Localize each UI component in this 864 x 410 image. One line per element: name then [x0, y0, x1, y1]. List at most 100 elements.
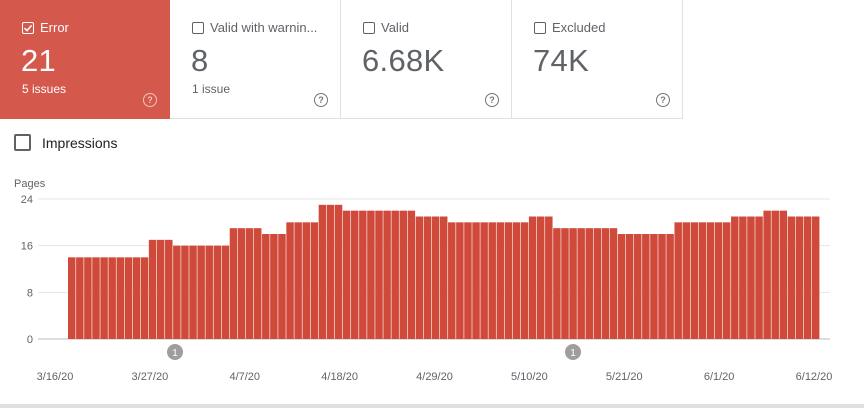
bar [399, 210, 408, 339]
annotation-label: 1 [172, 348, 178, 359]
help-icon[interactable]: ? [656, 93, 670, 107]
help-icon[interactable]: ? [314, 93, 328, 107]
bar [577, 228, 585, 339]
bar [545, 216, 553, 339]
bar [237, 228, 246, 339]
bar [148, 239, 157, 339]
bar [326, 204, 335, 339]
bar [601, 228, 610, 339]
card-error-count: 21 [21, 43, 57, 78]
card-valid[interactable]: Valid 6.68K ? [341, 0, 512, 119]
bar [722, 222, 731, 339]
card-warnings-label: Valid with warnin... [210, 20, 318, 35]
bar [221, 245, 230, 339]
bar [536, 216, 545, 339]
bar [310, 222, 319, 339]
card-error-label: Error [40, 20, 69, 35]
card-error[interactable]: Error 21 5 issues ? [0, 0, 170, 119]
bar [116, 257, 125, 339]
bottom-divider [0, 404, 864, 408]
impressions-label: Impressions [42, 135, 118, 151]
bar [351, 210, 359, 339]
y-tick-label: 8 [27, 287, 33, 299]
card-valid-with-warnings[interactable]: Valid with warnin... 8 1 issue ? [170, 0, 341, 119]
bar [439, 216, 448, 339]
help-icon[interactable]: ? [143, 93, 157, 107]
bar [100, 257, 108, 339]
bar [415, 216, 424, 339]
bar [771, 210, 779, 339]
help-icon[interactable]: ? [485, 93, 499, 107]
bar [423, 216, 432, 339]
bar [302, 222, 310, 339]
card-warnings-count: 8 [191, 43, 209, 78]
bar [197, 245, 205, 339]
y-axis-label: Pages [14, 178, 46, 190]
card-excluded-label: Excluded [552, 20, 606, 35]
annotation-label: 1 [570, 348, 576, 359]
x-tick-label: 4/29/20 [416, 371, 453, 383]
bar [747, 216, 755, 339]
bar [367, 210, 375, 339]
bar [286, 222, 294, 339]
bar [334, 204, 343, 339]
checkbox-excluded[interactable] [534, 22, 546, 34]
impressions-checkbox[interactable] [14, 134, 31, 151]
bar [132, 257, 141, 339]
bar [714, 222, 723, 339]
bar [520, 222, 529, 339]
bar [391, 210, 399, 339]
annotation-marker[interactable] [565, 344, 581, 360]
bar [342, 210, 351, 339]
bar [76, 257, 84, 339]
y-tick-label: 24 [21, 194, 33, 206]
bar [181, 245, 189, 339]
x-tick-label: 6/1/20 [704, 371, 735, 383]
bar [108, 257, 116, 339]
y-tick-label: 0 [27, 334, 33, 346]
bar [795, 216, 804, 339]
bar [294, 222, 302, 339]
bar [585, 228, 593, 339]
bar [431, 216, 440, 339]
checkbox-valid-with-warnings[interactable] [192, 22, 204, 34]
bar [682, 222, 691, 339]
bar [456, 222, 464, 339]
bar [375, 210, 383, 339]
checkbox-error[interactable] [22, 22, 34, 34]
bar [165, 239, 173, 339]
bar [803, 216, 812, 339]
bar [156, 239, 165, 339]
bar [593, 228, 602, 339]
bar [84, 257, 92, 339]
bar [496, 222, 505, 339]
bar [625, 234, 634, 339]
bar [763, 210, 771, 339]
bar [472, 222, 480, 339]
bar [262, 234, 270, 339]
card-excluded[interactable]: Excluded 74K ? [512, 0, 683, 119]
x-tick-label: 5/10/20 [511, 371, 548, 383]
card-warnings-sub: 1 issue [192, 82, 231, 96]
bar [787, 216, 796, 339]
bar [229, 228, 238, 339]
bar [561, 228, 569, 339]
bar [278, 234, 286, 339]
bar [68, 257, 76, 339]
y-tick-label: 16 [21, 241, 33, 253]
bar [569, 228, 577, 339]
annotation-marker[interactable] [167, 344, 183, 360]
checkbox-valid[interactable] [363, 22, 375, 34]
bar [213, 245, 222, 339]
bar [173, 245, 181, 339]
bar [253, 228, 262, 339]
card-valid-count: 6.68K [362, 43, 445, 78]
x-tick-label: 3/27/20 [132, 371, 169, 383]
bar [359, 210, 367, 339]
bar [779, 210, 788, 339]
status-cards: Error 21 5 issues ? Valid with warnin...… [0, 0, 864, 120]
bar [706, 222, 715, 339]
bar [739, 216, 747, 339]
bar [666, 234, 674, 339]
bar [690, 222, 699, 339]
